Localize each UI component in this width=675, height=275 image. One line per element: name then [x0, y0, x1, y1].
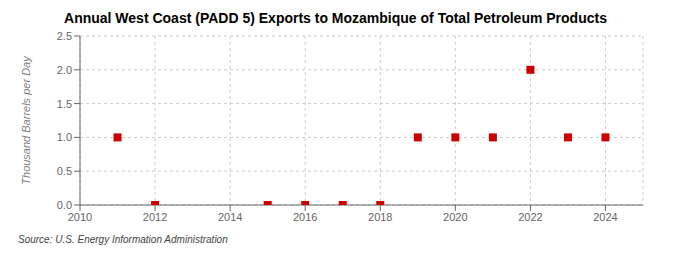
svg-text:2016: 2016 [293, 211, 317, 223]
svg-text:2024: 2024 [593, 211, 617, 223]
svg-text:1.5: 1.5 [57, 98, 72, 110]
svg-text:2010: 2010 [68, 211, 92, 223]
svg-text:0.5: 0.5 [57, 165, 72, 177]
html-text:Annual West Coast (PADD 5) Exp: Annual West Coast (PADD 5) Exports to Mo… [64, 10, 607, 26]
svg-text:2.5: 2.5 [57, 30, 72, 42]
svg-text:1.0: 1.0 [57, 131, 72, 143]
svg-text:2018: 2018 [368, 211, 392, 223]
svg-text:2012: 2012 [143, 211, 167, 223]
svg-text:2020: 2020 [443, 211, 467, 223]
svg-text:0.0: 0.0 [57, 199, 72, 211]
svg-text:2.0: 2.0 [57, 64, 72, 76]
html-text:Source: U.S. Energy Informatio: Source: U.S. Energy Information Administ… [18, 234, 228, 245]
svg-text:Thousand Barrels per Day: Thousand Barrels per Day [20, 55, 32, 185]
svg-text:2014: 2014 [218, 211, 242, 223]
svg-text:2022: 2022 [518, 211, 542, 223]
